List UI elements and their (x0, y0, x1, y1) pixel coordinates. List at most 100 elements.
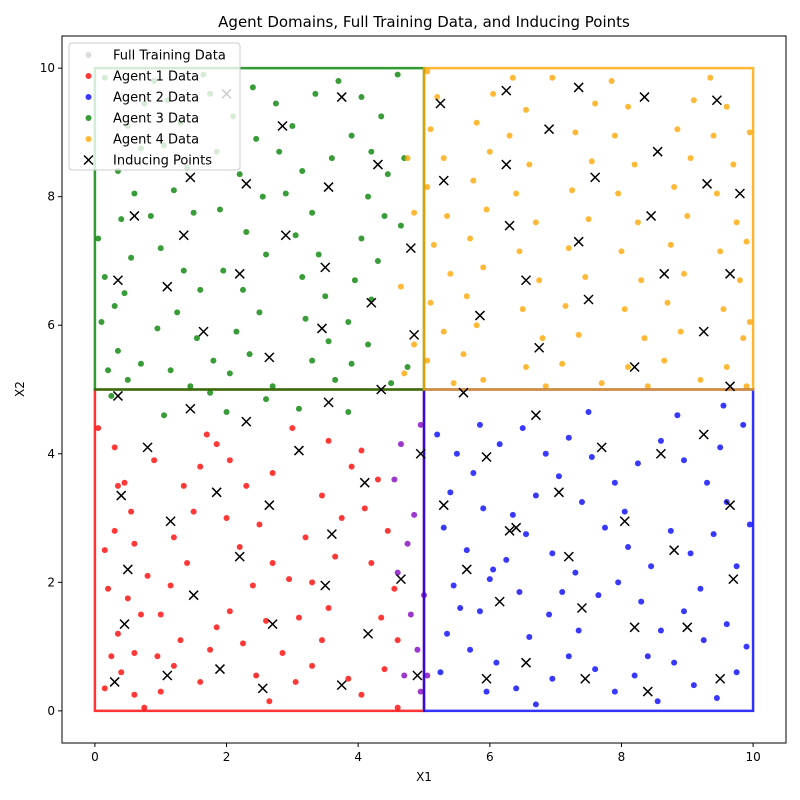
data-point (381, 212, 388, 219)
inducing-point-marker (234, 551, 245, 562)
data-point (516, 588, 523, 595)
data-point (621, 306, 628, 313)
data-point (513, 685, 520, 692)
data-point (526, 161, 533, 168)
x-tick-label: 4 (354, 750, 362, 764)
legend-entry: Inducing Points (83, 154, 212, 169)
data-point (108, 392, 115, 399)
legend-label: Agent 4 Data (113, 133, 199, 148)
data-point (506, 132, 513, 139)
data-point (266, 698, 273, 705)
data-point (559, 360, 566, 367)
data-point (299, 167, 306, 174)
inducing-point-marker (188, 590, 199, 601)
data-point (490, 90, 497, 97)
inducing-point-marker (162, 281, 173, 292)
inducing-point-marker (501, 159, 512, 170)
data-point (523, 364, 530, 371)
data-point (276, 148, 283, 155)
data-point (486, 576, 493, 583)
inducing-point-marker (234, 268, 245, 279)
data-point (437, 669, 444, 676)
data-point (124, 595, 131, 602)
data-point (532, 492, 539, 499)
domain-box-agent-1 (93, 388, 426, 713)
data-point (667, 527, 674, 534)
inducing-point-marker (323, 182, 334, 193)
data-point (427, 299, 434, 306)
data-point (167, 367, 174, 374)
data-point (440, 155, 447, 162)
data-point (167, 582, 174, 589)
data-point (223, 515, 230, 522)
data-point (332, 376, 339, 383)
data-point (447, 489, 454, 496)
data-point (407, 611, 414, 618)
data-point (743, 643, 750, 650)
series-5 (391, 421, 431, 695)
data-point (532, 701, 539, 708)
data-point (226, 457, 233, 464)
data-point (509, 74, 516, 81)
data-point (236, 171, 243, 178)
data-point (256, 521, 263, 528)
data-point (282, 190, 289, 197)
inducing-point-marker (734, 188, 745, 199)
data-point (397, 283, 404, 290)
data-point (509, 511, 516, 518)
data-point (128, 508, 135, 515)
inducing-point-marker (326, 529, 337, 540)
data-point (453, 450, 460, 457)
data-point (588, 453, 595, 460)
inducing-point-marker (198, 326, 209, 337)
inducing-point-marker (461, 564, 472, 575)
data-point (358, 235, 365, 242)
data-point (374, 257, 381, 264)
data-point (137, 611, 144, 618)
data-point (210, 357, 217, 364)
data-point (746, 319, 753, 326)
data-point (180, 267, 187, 274)
data-point (595, 592, 602, 599)
data-point (602, 524, 608, 531)
data-point (124, 376, 131, 383)
data-point (351, 277, 358, 284)
data-point (513, 190, 520, 197)
data-point (111, 444, 118, 451)
inducing-point-marker (336, 92, 347, 103)
data-point (144, 572, 151, 579)
legend-entry: Agent 4 Data (85, 133, 199, 148)
data-point (197, 463, 204, 470)
data-point (401, 370, 408, 377)
data-point (101, 274, 108, 281)
data-point (223, 408, 230, 415)
data-point (154, 325, 161, 332)
x-tick-label: 2 (223, 750, 231, 764)
data-point (361, 505, 368, 512)
data-point (114, 482, 121, 489)
inducing-point-marker (596, 442, 607, 453)
data-point (700, 637, 707, 644)
data-point (746, 129, 753, 136)
data-point (394, 704, 401, 711)
inducing-point-marker (438, 500, 449, 511)
data-point (243, 229, 250, 236)
y-tick-label: 8 (47, 190, 55, 204)
data-point (723, 364, 730, 371)
data-point (233, 328, 240, 335)
legend-entry: Agent 2 Data (85, 91, 199, 106)
data-point (263, 251, 270, 258)
data-point (654, 698, 661, 705)
inducing-point-marker (504, 525, 515, 536)
inducing-point-marker (165, 516, 176, 527)
inducing-point-marker (395, 574, 406, 585)
y-axis-label: X2 (13, 381, 27, 397)
data-point (259, 193, 266, 200)
data-point (671, 659, 678, 666)
data-point (424, 68, 431, 75)
inducing-point-marker (277, 120, 288, 132)
data-point (572, 129, 579, 136)
data-point (246, 351, 253, 358)
data-point (733, 219, 740, 226)
data-point (680, 457, 687, 464)
